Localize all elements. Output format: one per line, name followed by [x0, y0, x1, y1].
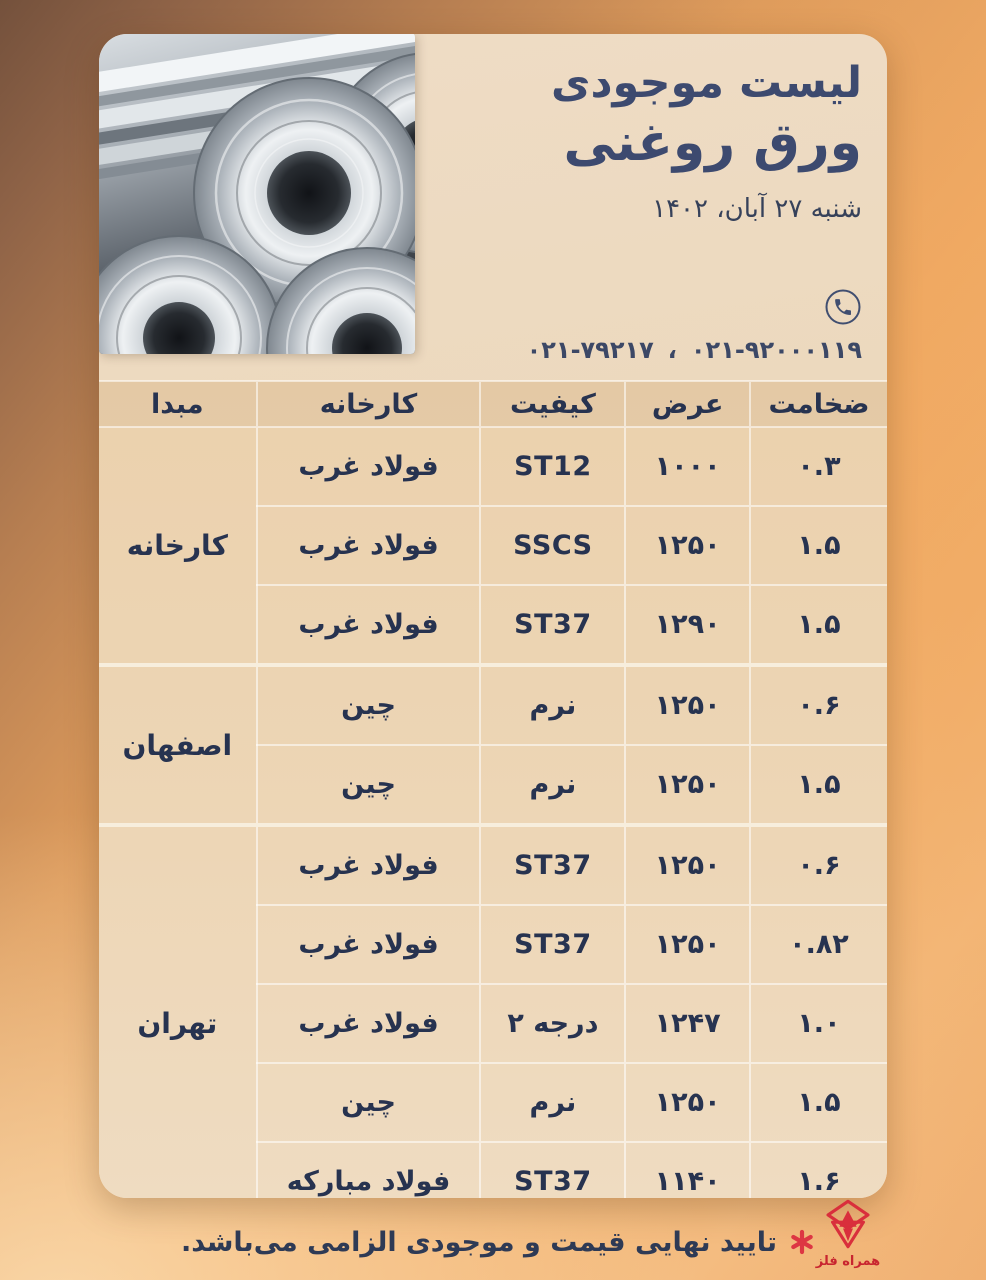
cell-width: ۱۲۵۰	[625, 823, 751, 905]
cell-quality: ST37	[480, 823, 627, 905]
table-header: ضخامت عرض کیفیت کارخانه مبدا	[99, 381, 887, 428]
cell-thickness: ۱.۰	[749, 983, 887, 1063]
cell-factory: فولاد غرب	[256, 584, 482, 665]
page-title-line2: ورق روغنی	[563, 112, 862, 173]
cell-origin: تهران	[99, 823, 258, 1198]
cell-thickness: ۱.۵	[749, 505, 887, 585]
header-row: ضخامت عرض کیفیت کارخانه مبدا	[99, 381, 887, 428]
table-row: ۱.۵ ۱۲۵۰ نرم چین	[99, 1062, 887, 1142]
table-row: ۱.۰ ۱۲۴۷ درجه ۲ فولاد غرب	[99, 983, 887, 1063]
cell-thickness: ۱.۵	[749, 744, 887, 825]
table-row: ۱.۶ ۱۱۴۰ ST37 فولاد مبارکه	[99, 1141, 887, 1198]
cell-factory: چین	[256, 744, 482, 825]
brand-logo-icon	[819, 1199, 877, 1253]
cell-quality: ST37	[480, 584, 627, 665]
table-row: ۱.۵ ۱۲۵۰ SSCS فولاد غرب	[99, 505, 887, 585]
footnote-text: تایید نهایی قیمت و موجودی الزامی می‌باشد…	[181, 1226, 777, 1258]
column-header: کیفیت	[480, 381, 627, 428]
cell-factory: فولاد غرب	[256, 983, 482, 1063]
cell-width: ۱۲۵۰	[625, 904, 751, 984]
cell-width: ۱۲۵۰	[625, 505, 751, 585]
asterisk-icon	[789, 1229, 815, 1255]
cell-factory: فولاد مبارکه	[256, 1141, 482, 1198]
cell-thickness: ۰.۸۲	[749, 904, 887, 984]
cell-factory: فولاد غرب	[256, 427, 482, 506]
cell-quality: نرم	[480, 744, 627, 825]
cell-quality: ST37	[480, 904, 627, 984]
contact-block: ۰۲۱-۹۲۰۰۰۱۱۹ ، ۰۲۱-۷۹۲۱۷	[527, 288, 862, 364]
cell-factory: چین	[256, 1062, 482, 1142]
brand-block: همراه فلز	[798, 1199, 898, 1269]
cell-quality: SSCS	[480, 505, 627, 585]
table-body: ۰.۳ ۱۰۰۰ ST12 فولاد غرب کارخانه ۱.۵ ۱۲۵۰ SSCS فو…	[99, 427, 887, 1198]
steel-coils-illustration	[99, 34, 415, 354]
footnote: تایید نهایی قیمت و موجودی الزامی می‌باشد…	[181, 1224, 815, 1260]
column-header: کارخانه	[256, 381, 482, 428]
column-header: مبدا	[99, 381, 258, 428]
phone-number-2: ۰۲۱-۷۹۲۱۷	[526, 336, 654, 364]
cell-quality: ST37	[480, 1141, 627, 1198]
cell-quality: نرم	[480, 1062, 627, 1142]
cell-width: ۱۲۵۰	[625, 1062, 751, 1142]
inventory-table-wrap: ضخامت عرض کیفیت کارخانه مبدا ۰.۳ ۱۰۰۰ ST12 فولا…	[99, 380, 887, 1198]
cell-factory: چین	[256, 663, 482, 745]
inventory-table: ضخامت عرض کیفیت کارخانه مبدا ۰.۳ ۱۰۰۰ ST12 فولا…	[99, 380, 887, 1198]
cell-factory: فولاد غرب	[256, 823, 482, 905]
flyer-card: لیست موجودی ورق روغنی شنبه ۲۷ آبان، ۱۴۰۲…	[99, 34, 887, 1198]
cell-thickness: ۰.۶	[749, 823, 887, 905]
cell-factory: فولاد غرب	[256, 505, 482, 585]
cell-width: ۱۰۰۰	[625, 427, 751, 506]
table-row: ۰.۳ ۱۰۰۰ ST12 فولاد غرب کارخانه	[99, 427, 887, 665]
cell-thickness: ۰.۶	[749, 663, 887, 745]
column-header: ضخامت	[749, 381, 887, 428]
cell-thickness: ۱.۵	[749, 584, 887, 665]
brand-name: همراه فلز	[815, 1254, 881, 1269]
phone-separator: ،	[667, 336, 677, 364]
phone-numbers: ۰۲۱-۹۲۰۰۰۱۱۹ ، ۰۲۱-۷۹۲۱۷	[527, 336, 862, 364]
cell-width: ۱۱۴۰	[625, 1141, 751, 1198]
cell-factory: فولاد غرب	[256, 904, 482, 984]
phone-number-1: ۰۲۱-۹۲۰۰۰۱۱۹	[690, 336, 862, 364]
steel-coils-photo	[99, 34, 415, 354]
cell-width: ۱۲۴۷	[625, 983, 751, 1063]
phone-icon	[824, 288, 862, 330]
cell-width: ۱۲۹۰	[625, 584, 751, 665]
cell-quality: نرم	[480, 663, 627, 745]
cell-thickness: ۱.۶	[749, 1141, 887, 1198]
table-row: ۱.۵ ۱۲۹۰ ST37 فولاد غرب	[99, 584, 887, 665]
table-row: ۰.۶ ۱۲۵۰ نرم چین اصفهان	[99, 663, 887, 825]
cell-origin: اصفهان	[99, 663, 258, 825]
table-row: ۱.۵ ۱۲۵۰ نرم چین	[99, 744, 887, 825]
table-row: ۰.۸۲ ۱۲۵۰ ST37 فولاد غرب	[99, 904, 887, 984]
table-row: ۰.۶ ۱۲۵۰ ST37 فولاد غرب تهران	[99, 823, 887, 1198]
cell-origin: کارخانه	[99, 427, 258, 665]
cell-thickness: ۰.۳	[797, 451, 841, 482]
cell-width: ۱۲۵۰	[625, 744, 751, 825]
cell-quality: درجه ۲	[480, 983, 627, 1063]
cell-thickness: ۱.۵	[749, 1062, 887, 1142]
cell-quality: ST12	[480, 427, 627, 506]
date-text: شنبه ۲۷ آبان، ۱۴۰۲	[652, 193, 862, 224]
page-title-line1: لیست موجودی	[551, 58, 862, 108]
column-header: عرض	[625, 381, 751, 428]
cell-width: ۱۲۵۰	[625, 663, 751, 745]
